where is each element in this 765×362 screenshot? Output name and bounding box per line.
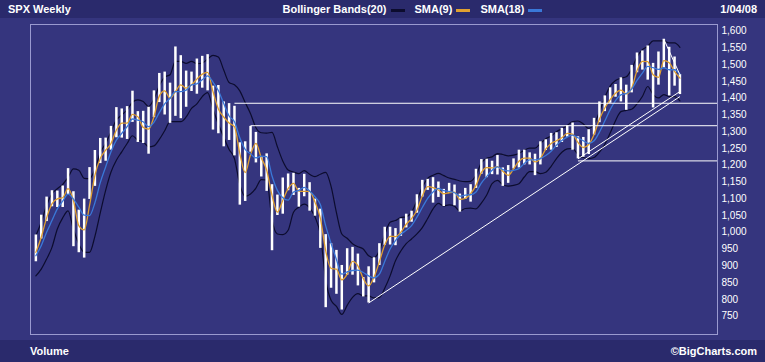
svg-text:1,150: 1,150 — [722, 176, 747, 187]
html-text:©BigCharts.com: ©BigCharts.com — [670, 345, 757, 357]
svg-text:950: 950 — [722, 243, 739, 254]
svg-text:1,200: 1,200 — [722, 159, 747, 170]
svg-text:800: 800 — [722, 294, 739, 305]
html-text:SPX Weekly: SPX Weekly — [8, 3, 71, 15]
svg-text:1,000: 1,000 — [722, 226, 747, 237]
svg-text:1,300: 1,300 — [722, 126, 747, 137]
html-text:Volume: Volume — [30, 345, 69, 357]
svg-text:1,100: 1,100 — [722, 193, 747, 204]
svg-text:900: 900 — [722, 260, 739, 271]
html-text:SMA(18): SMA(18) — [480, 3, 525, 15]
svg-text:1,350: 1,350 — [722, 109, 747, 120]
html-text:SMA(9): SMA(9) — [414, 3, 453, 15]
svg-text:1,400: 1,400 — [722, 92, 747, 103]
svg-text:750: 750 — [722, 310, 739, 321]
svg-text:1,500: 1,500 — [722, 59, 747, 70]
html-text:1/04/08: 1/04/08 — [720, 3, 757, 15]
svg-text:1,450: 1,450 — [722, 76, 747, 87]
svg-text:1,600: 1,600 — [722, 25, 747, 36]
html-text:Bollinger Bands(20): Bollinger Bands(20) — [282, 3, 387, 15]
svg-text:850: 850 — [722, 277, 739, 288]
svg-text:1,550: 1,550 — [722, 42, 747, 53]
svg-text:1,050: 1,050 — [722, 210, 747, 221]
svg-text:1,250: 1,250 — [722, 143, 747, 154]
